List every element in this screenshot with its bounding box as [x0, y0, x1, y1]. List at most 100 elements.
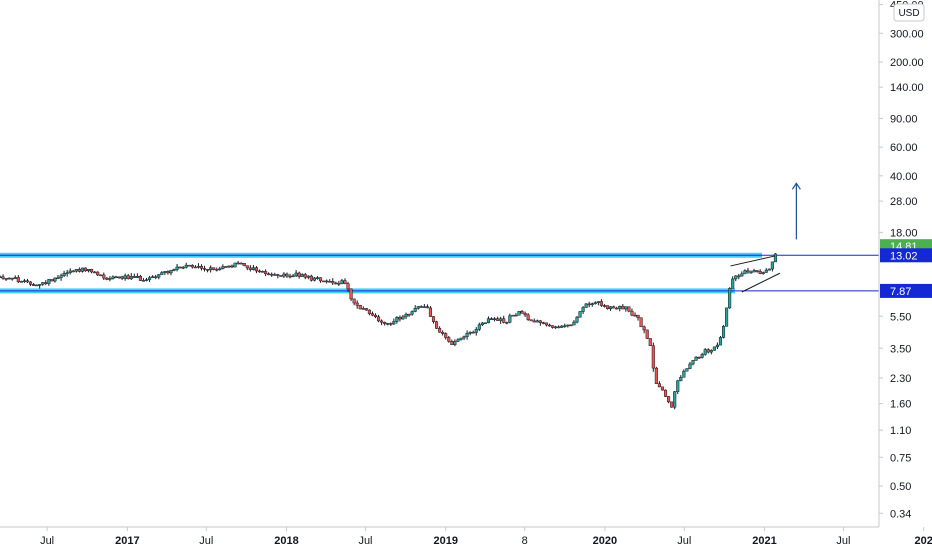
candle-body	[749, 271, 753, 274]
candle	[743, 269, 747, 275]
xtick-label: 8	[522, 535, 528, 547]
candle	[648, 338, 652, 347]
candle-body	[526, 314, 530, 320]
candle	[395, 316, 399, 324]
candle-body	[456, 339, 460, 342]
candle-body	[435, 321, 439, 329]
candle	[657, 381, 661, 388]
candle	[22, 278, 26, 283]
candle-body	[309, 275, 313, 281]
candle	[206, 269, 210, 273]
candle-body	[554, 326, 558, 329]
candle	[691, 359, 695, 366]
candle-body	[7, 277, 11, 280]
candle	[28, 281, 33, 287]
candle	[288, 273, 292, 279]
candle-body	[673, 391, 677, 408]
candle-body	[474, 329, 478, 333]
ytick-label: 60.00	[890, 142, 918, 154]
candle-body	[160, 272, 164, 275]
candle-body	[746, 270, 750, 273]
candle	[734, 275, 738, 282]
candle	[605, 305, 610, 310]
candle-body	[529, 319, 533, 322]
candle	[349, 288, 353, 302]
channel-upper-line[interactable]	[730, 255, 776, 267]
candle-body	[25, 280, 30, 283]
candle	[551, 325, 555, 329]
candle-body	[447, 337, 451, 342]
candle-body	[728, 288, 732, 309]
candle-body	[132, 276, 136, 278]
candle	[108, 276, 112, 282]
candle-body	[682, 370, 686, 378]
candle	[709, 349, 713, 355]
candle-body	[627, 306, 631, 312]
candle	[383, 321, 387, 326]
candle	[129, 273, 133, 281]
candle-body	[148, 277, 152, 280]
candle-body	[209, 267, 213, 271]
candle	[306, 275, 310, 280]
candle-body	[398, 317, 402, 320]
price-axis[interactable]: 450.00300.00200.00140.0090.0060.0040.002…	[879, 0, 924, 520]
candle	[218, 266, 222, 271]
candle	[41, 282, 45, 286]
candle	[114, 275, 118, 279]
candle-body	[453, 341, 457, 345]
candle	[224, 266, 228, 268]
candle-body	[636, 314, 640, 318]
candle	[465, 330, 469, 340]
candle	[740, 271, 744, 277]
candle	[32, 283, 36, 287]
candle	[74, 269, 78, 273]
candle-body	[221, 266, 225, 269]
candle	[718, 335, 723, 346]
candle	[169, 269, 173, 276]
candle-body	[178, 266, 182, 269]
candle	[529, 319, 533, 322]
candle-body	[230, 265, 234, 268]
candle-body	[767, 268, 771, 271]
candle	[758, 269, 762, 275]
candle	[773, 253, 777, 263]
candle-body	[410, 311, 414, 315]
candle	[370, 311, 375, 317]
candle-body	[425, 306, 429, 309]
candle	[630, 308, 634, 317]
candle-body	[41, 282, 45, 285]
candle	[749, 270, 753, 274]
candle	[209, 265, 213, 273]
candle-body	[688, 363, 692, 369]
candle-body	[285, 273, 289, 277]
candle	[538, 320, 542, 326]
candle-body	[520, 311, 524, 314]
candle	[431, 316, 436, 324]
candle-body	[441, 332, 445, 334]
candle-body	[10, 277, 14, 280]
xtick-label: Jul	[677, 535, 691, 547]
candle-body	[361, 308, 365, 310]
candle-body	[257, 270, 262, 273]
channel-lower-line[interactable]	[741, 272, 781, 293]
candle-body	[16, 277, 20, 282]
candle	[141, 278, 146, 282]
drawings	[730, 182, 801, 293]
candle	[245, 265, 249, 271]
candle-body	[364, 308, 368, 311]
candle	[279, 275, 283, 277]
candle-body	[697, 356, 701, 359]
time-axis[interactable]: Jul 2017 Jul 2018 Jul 2019 8 2020 Jul 2021 Jul 202	[40, 527, 932, 547]
candle-body	[630, 310, 634, 316]
candle	[157, 274, 161, 280]
candle	[651, 342, 655, 372]
candle-body	[32, 284, 36, 286]
candle	[410, 310, 414, 316]
candle	[80, 267, 84, 273]
candle-body	[508, 315, 512, 323]
candle-body	[489, 318, 494, 320]
candle	[554, 325, 558, 329]
candle	[404, 312, 408, 320]
candle	[373, 313, 378, 319]
